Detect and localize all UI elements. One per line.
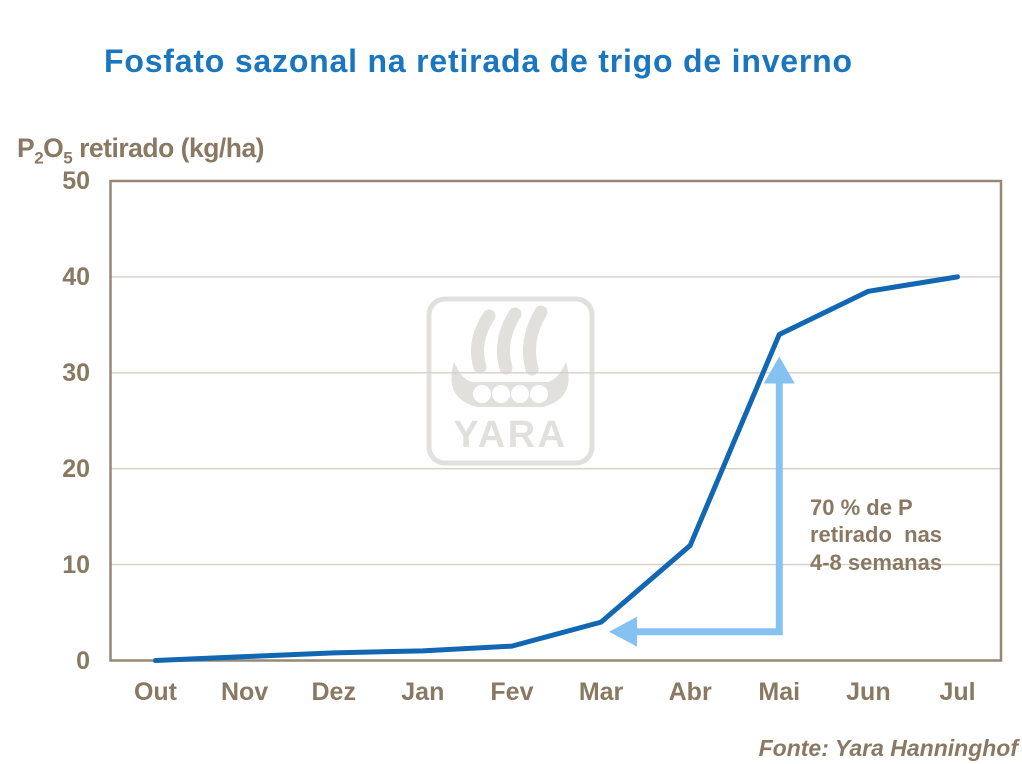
- yara-watermark: YARA: [426, 296, 595, 466]
- watermark-frame: [426, 296, 595, 466]
- y-tick-label: 50: [62, 167, 90, 195]
- arrowhead-left-icon: [609, 616, 638, 647]
- source-credit: Fonte: Yara Hanninghof: [758, 735, 1018, 761]
- x-tick-label: Out: [133, 678, 178, 706]
- x-tick-label: Nov: [220, 678, 269, 706]
- y-tick-label: 40: [62, 262, 90, 291]
- annotation-line: 4-8 semanas: [810, 549, 943, 575]
- annotation-line: 70 % de P: [810, 495, 913, 520]
- plot-border: [109, 179, 1003, 662]
- x-tick-label: Jun: [846, 678, 891, 706]
- annotation-arrow: [609, 356, 795, 647]
- watermark-label: YARA: [453, 414, 567, 456]
- x-tick-label: Abr: [668, 678, 712, 706]
- x-tick-label: Jul: [939, 678, 976, 706]
- x-tick-label: Mar: [578, 678, 624, 706]
- x-tick-label: Mai: [758, 678, 801, 706]
- data-line: [153, 274, 960, 663]
- chart-title: Fosfato sazonal na retirada de trigo de …: [104, 43, 853, 79]
- arrowhead-up-icon: [763, 356, 795, 384]
- y-tick-label: 10: [62, 550, 90, 579]
- watermark-sail-icon: [497, 307, 522, 375]
- x-tick-label: Jan: [401, 678, 445, 706]
- y-tick-label: 20: [62, 454, 90, 483]
- watermark-sail-icon: [471, 309, 496, 374]
- x-tick-label: Fev: [490, 678, 534, 706]
- watermark-sail-icon: [523, 305, 548, 376]
- y-axis-title: P2O5 retirado (kg/ha): [17, 133, 265, 168]
- x-tick-label: Dez: [311, 678, 356, 706]
- y-tick-label: 30: [62, 358, 90, 387]
- annotation-line: retirado nas: [810, 522, 943, 548]
- gridlines: [110, 276, 1001, 566]
- y-tick-label: 0: [76, 646, 90, 675]
